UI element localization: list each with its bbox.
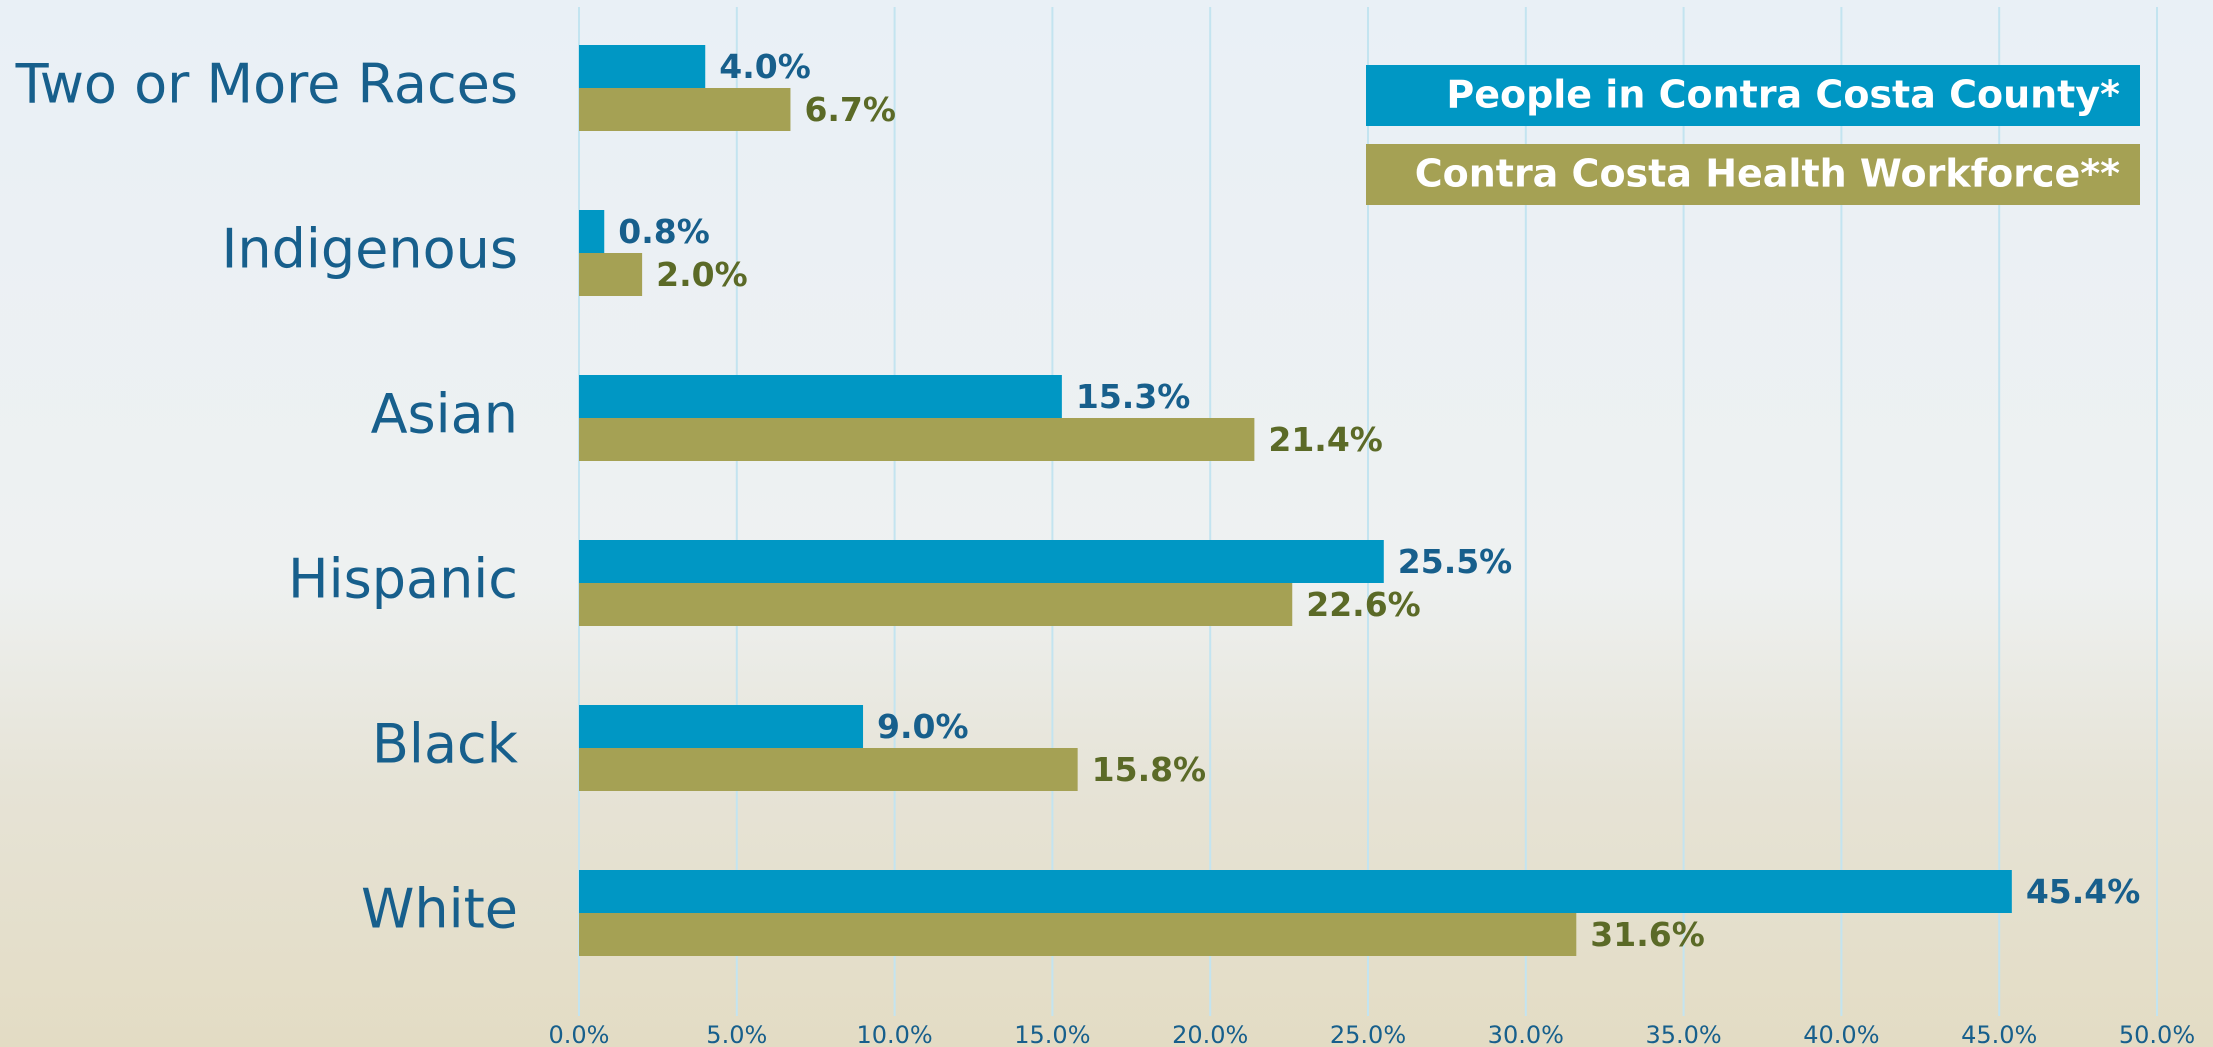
x-tick-label: 35.0% [1645, 1021, 1721, 1047]
value-label: 4.0% [719, 47, 811, 86]
value-label: 31.6% [1590, 915, 1705, 954]
legend-swatch [1366, 65, 2140, 126]
value-label: 22.6% [1306, 585, 1421, 624]
x-tick-label: 15.0% [1014, 1021, 1090, 1047]
value-label: 0.8% [618, 212, 710, 251]
bar [579, 210, 605, 253]
x-tick-label: 30.0% [1488, 1021, 1564, 1047]
bar [579, 913, 1577, 956]
x-tick-label: 25.0% [1330, 1021, 1406, 1047]
category-label: Two or More Races [15, 53, 518, 116]
x-tick-label: 40.0% [1803, 1021, 1879, 1047]
category-label: Asian [371, 383, 518, 446]
x-tick-label: 0.0% [549, 1021, 610, 1047]
bar [579, 870, 2012, 913]
x-tick-label: 10.0% [856, 1021, 932, 1047]
legend-label: Contra Costa Health Workforce** [1415, 152, 2120, 196]
legend-label: People in Contra Costa County* [1446, 73, 2120, 117]
x-tick-label: 20.0% [1172, 1021, 1248, 1047]
category-label: White [361, 878, 518, 941]
bar [579, 583, 1293, 626]
bar [579, 748, 1078, 791]
bar [579, 45, 706, 88]
bar [579, 253, 643, 296]
bar [579, 705, 864, 748]
category-label: Indigenous [221, 218, 518, 281]
x-tick-label: 50.0% [2119, 1021, 2195, 1047]
value-label: 6.7% [804, 90, 896, 129]
category-label: Black [372, 713, 519, 776]
legend-swatch [1366, 144, 2140, 205]
value-label: 21.4% [1268, 420, 1383, 459]
bar [579, 540, 1384, 583]
value-label: 45.4% [2026, 872, 2141, 911]
value-label: 25.5% [1398, 542, 1513, 581]
value-label: 9.0% [877, 707, 969, 746]
bar [579, 375, 1062, 418]
bar [579, 88, 791, 131]
value-label: 2.0% [656, 255, 748, 294]
x-tick-label: 5.0% [706, 1021, 767, 1047]
bar [579, 418, 1255, 461]
value-label: 15.3% [1076, 377, 1191, 416]
value-label: 15.8% [1092, 750, 1207, 789]
x-tick-label: 45.0% [1961, 1021, 2037, 1047]
category-label: Hispanic [288, 548, 518, 611]
